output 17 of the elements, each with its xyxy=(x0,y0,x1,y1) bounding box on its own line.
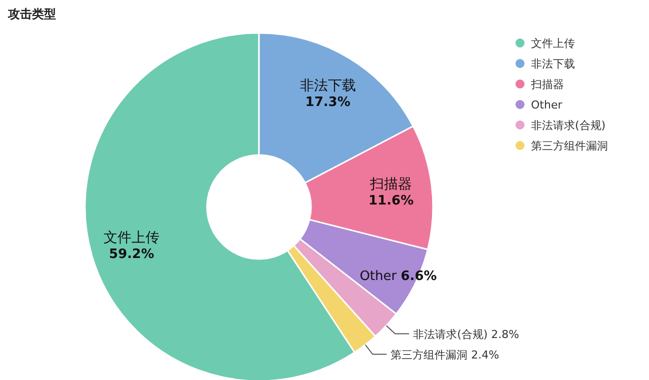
category-label: 非法请求(合规) 2.8% xyxy=(413,328,520,341)
slice-label: 非法下载 xyxy=(300,78,356,94)
chart-title: 攻击类型 xyxy=(7,7,56,21)
legend-label: Other xyxy=(531,98,563,112)
legend-label: 非法下载 xyxy=(531,58,575,70)
slice-label: Other xyxy=(360,269,401,284)
slice-label: 文件上传 xyxy=(104,230,160,246)
legend-label: 非法请求(合规) xyxy=(531,119,606,132)
legend-label: 文件上传 xyxy=(531,37,575,50)
data-label: 59.2% xyxy=(109,247,154,262)
data-label: 6.6% xyxy=(400,269,437,284)
legend-label: 扫描器 xyxy=(530,78,564,91)
legend-label: 第三方组件漏洞 xyxy=(531,140,608,152)
category-label: 第三方组件漏洞 2.4% xyxy=(390,348,500,362)
slice-label: 扫描器 xyxy=(369,176,412,192)
data-label: 17.3% xyxy=(305,95,350,110)
data-label: 11.6% xyxy=(368,193,414,208)
